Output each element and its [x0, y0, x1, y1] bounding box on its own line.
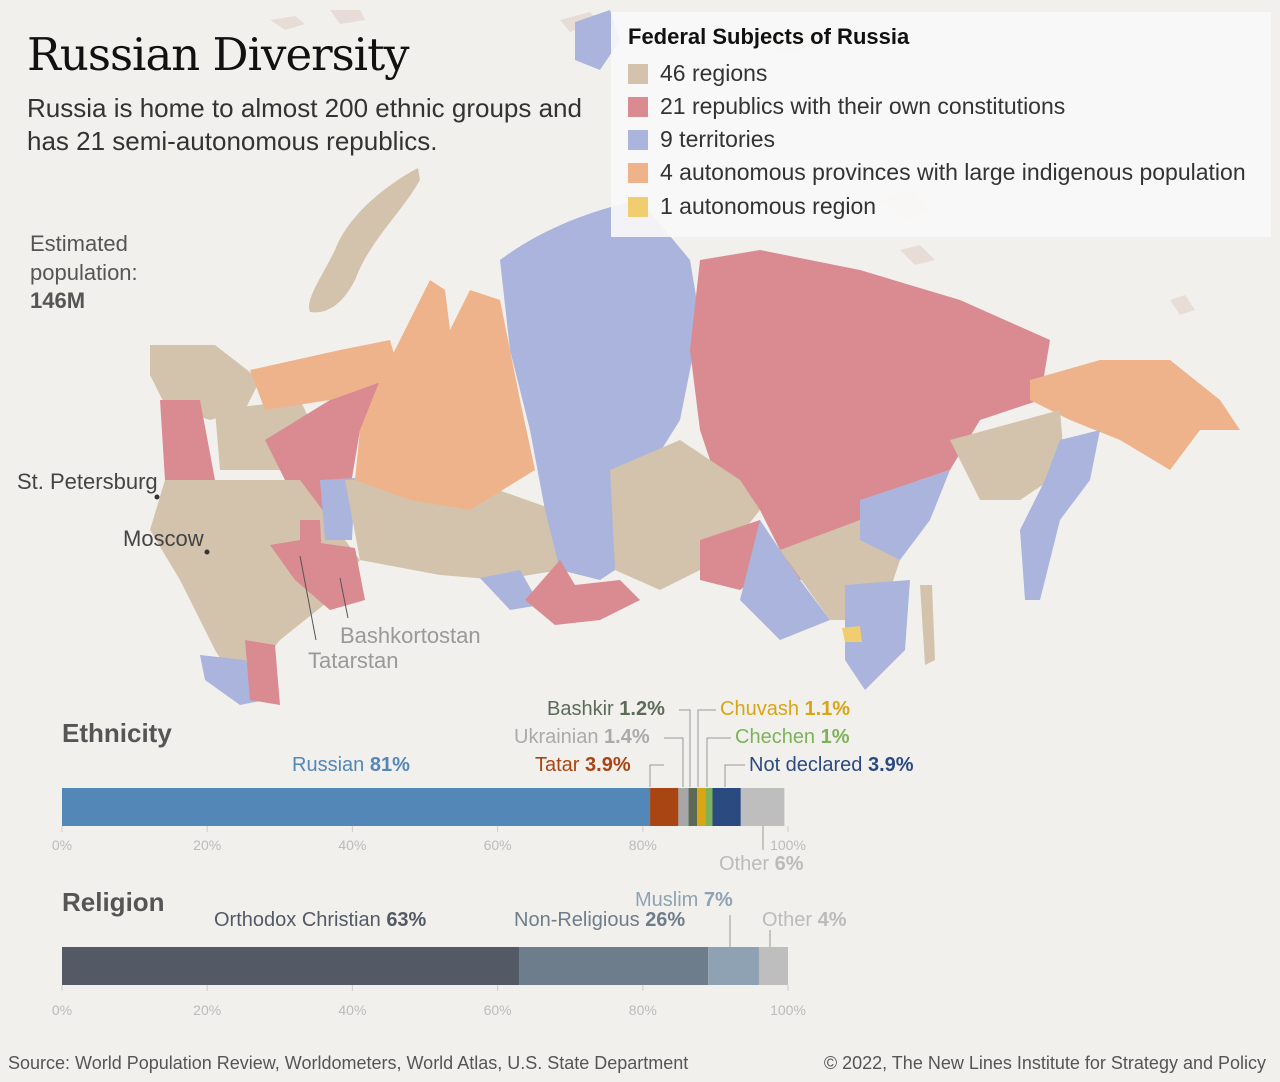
map-region-dagestan	[245, 640, 280, 705]
label-religion-other: Other 4%	[762, 909, 847, 931]
leader-line	[706, 737, 731, 787]
map-republic-sakha	[690, 250, 1050, 580]
source-note: Source: World Population Review, Worldom…	[8, 1053, 689, 1073]
bar-segment-chechen	[705, 788, 713, 826]
legend-label: 21 republics with their own constitution…	[660, 93, 1066, 119]
label-leader-lines	[649, 709, 771, 947]
bar-segment-muslim	[708, 947, 759, 985]
axis-tick-label: 20%	[193, 1002, 222, 1018]
label-chechen: Chechen 1%	[735, 726, 850, 748]
map-territory-severnaya-zemlya	[575, 10, 620, 70]
bar-segment-other	[758, 947, 788, 985]
axis-tick-label: 20%	[193, 837, 222, 853]
legend-item-republics: 21 republics with their own constitution…	[628, 93, 1065, 120]
legend-swatch	[628, 163, 648, 183]
map-region-udmurtia	[300, 520, 322, 560]
leader-line	[664, 737, 684, 787]
map-region-perm	[320, 478, 355, 540]
legend-swatch	[628, 64, 648, 84]
bar-segment-chuvash	[697, 788, 706, 826]
republic-label-bashkortostan: Bashkortostan	[340, 623, 481, 648]
legend-item-territories: 9 territories	[628, 126, 775, 153]
legend-item-autonomous-region: 1 autonomous region	[628, 193, 876, 220]
axis-tick-label: 40%	[338, 1002, 367, 1018]
map-territory-zabaykalsky	[740, 520, 830, 640]
bar-segment-non-religious	[519, 947, 709, 985]
map-territory-krasnoyarsk	[500, 200, 700, 580]
label-bashkir: Bashkir 1.2%	[547, 698, 665, 720]
bar-segment-ukrainian	[678, 788, 689, 826]
bar-segment-orthodox-christian	[62, 947, 520, 985]
label-ukrainian: Ukrainian 1.4%	[514, 726, 650, 748]
map-ao-yamal-khanty	[355, 280, 535, 510]
label-non-religious: Non-Religious 26%	[514, 909, 686, 931]
page-subtitle: Russia is home to almost 200 ethnic grou…	[27, 93, 582, 156]
label-muslim: Muslim 7%	[635, 889, 733, 911]
map-region-sakhalin	[920, 585, 935, 665]
map-novaya-zemlya	[309, 168, 420, 313]
axis-tick-label: 80%	[628, 1002, 657, 1018]
legend-swatch	[628, 197, 648, 217]
legend-label: 46 regions	[660, 60, 768, 86]
city-label-st-petersburg: St. Petersburg	[17, 469, 158, 494]
bar-segment-tatar	[650, 788, 679, 826]
label-tatar: Tatar 3.9%	[535, 754, 631, 776]
map-territory-primorsky	[845, 580, 910, 690]
legend-label: 4 autonomous provinces with large indige…	[660, 159, 1246, 185]
map-leader-lines	[154, 494, 349, 641]
legend-label: 9 territories	[660, 126, 776, 152]
population-value: 146M	[30, 288, 86, 313]
leader-line	[697, 709, 716, 787]
leader-line	[649, 764, 664, 787]
bar-segment-bashkir	[688, 788, 698, 826]
population-label: Estimated population:	[30, 231, 138, 285]
axis-tick-label: 80%	[628, 837, 657, 853]
map-republics-tuva-altai	[525, 560, 640, 625]
label-chuvash: Chuvash 1.1%	[720, 698, 851, 720]
legend-swatch	[628, 97, 648, 117]
leader-line	[724, 764, 745, 787]
axis-tick-label: 60%	[483, 1002, 512, 1018]
legend-swatch	[628, 130, 648, 150]
label-not-declared: Not declared 3.9%	[749, 754, 914, 776]
map-region-magadan	[950, 410, 1065, 500]
legend-item-autonomous-provinces: 4 autonomous provinces with large indige…	[628, 159, 1246, 186]
religion-heading: Religion	[62, 887, 165, 917]
axis-tick-label: 60%	[483, 837, 512, 853]
legend-label: 1 autonomous region	[660, 193, 877, 219]
label-orthodox: Orthodox Christian 63%	[214, 909, 427, 931]
legend-title: Federal Subjects of Russia	[628, 24, 910, 49]
copyright-note: © 2022, The New Lines Institute for Stra…	[823, 1053, 1266, 1073]
map-ao-chukotka	[1030, 360, 1240, 470]
page-title: Russian Diversity	[27, 28, 410, 81]
bar-charts	[61, 709, 789, 991]
label-ethnicity-other: Other 6%	[719, 853, 804, 875]
map-ao-nenets	[250, 340, 400, 410]
russia-map	[150, 10, 1240, 705]
axis-tick-label: 0%	[51, 837, 73, 853]
axis-tick-label: 100%	[770, 1002, 806, 1018]
map-territory-kamchatka	[1020, 430, 1100, 600]
bar-segment-russian	[62, 788, 651, 826]
ethnicity-bar	[61, 788, 789, 832]
leader-line	[679, 709, 691, 787]
axis-tick-label: 100%	[770, 837, 806, 853]
map-territory-khabarovsk	[860, 470, 950, 560]
republic-label-tatarstan: Tatarstan	[308, 648, 399, 673]
legend-panel	[611, 12, 1271, 237]
map-jewish-autonomous-region	[842, 626, 862, 642]
map-region-tatarstan-bashkortostan	[270, 540, 365, 610]
axis-tick-label: 0%	[51, 1002, 73, 1018]
axis-tick-label: 40%	[338, 837, 367, 853]
legend-item-regions: 46 regions	[628, 60, 767, 87]
bar-segment-not-declared	[712, 788, 741, 826]
city-label-moscow: Moscow	[123, 526, 204, 551]
bar-segment-other	[740, 788, 785, 826]
religion-bar	[61, 947, 789, 991]
label-russian: Russian 81%	[292, 754, 410, 776]
ethnicity-heading: Ethnicity	[62, 718, 172, 748]
map-region-ural-siberia	[345, 480, 560, 580]
